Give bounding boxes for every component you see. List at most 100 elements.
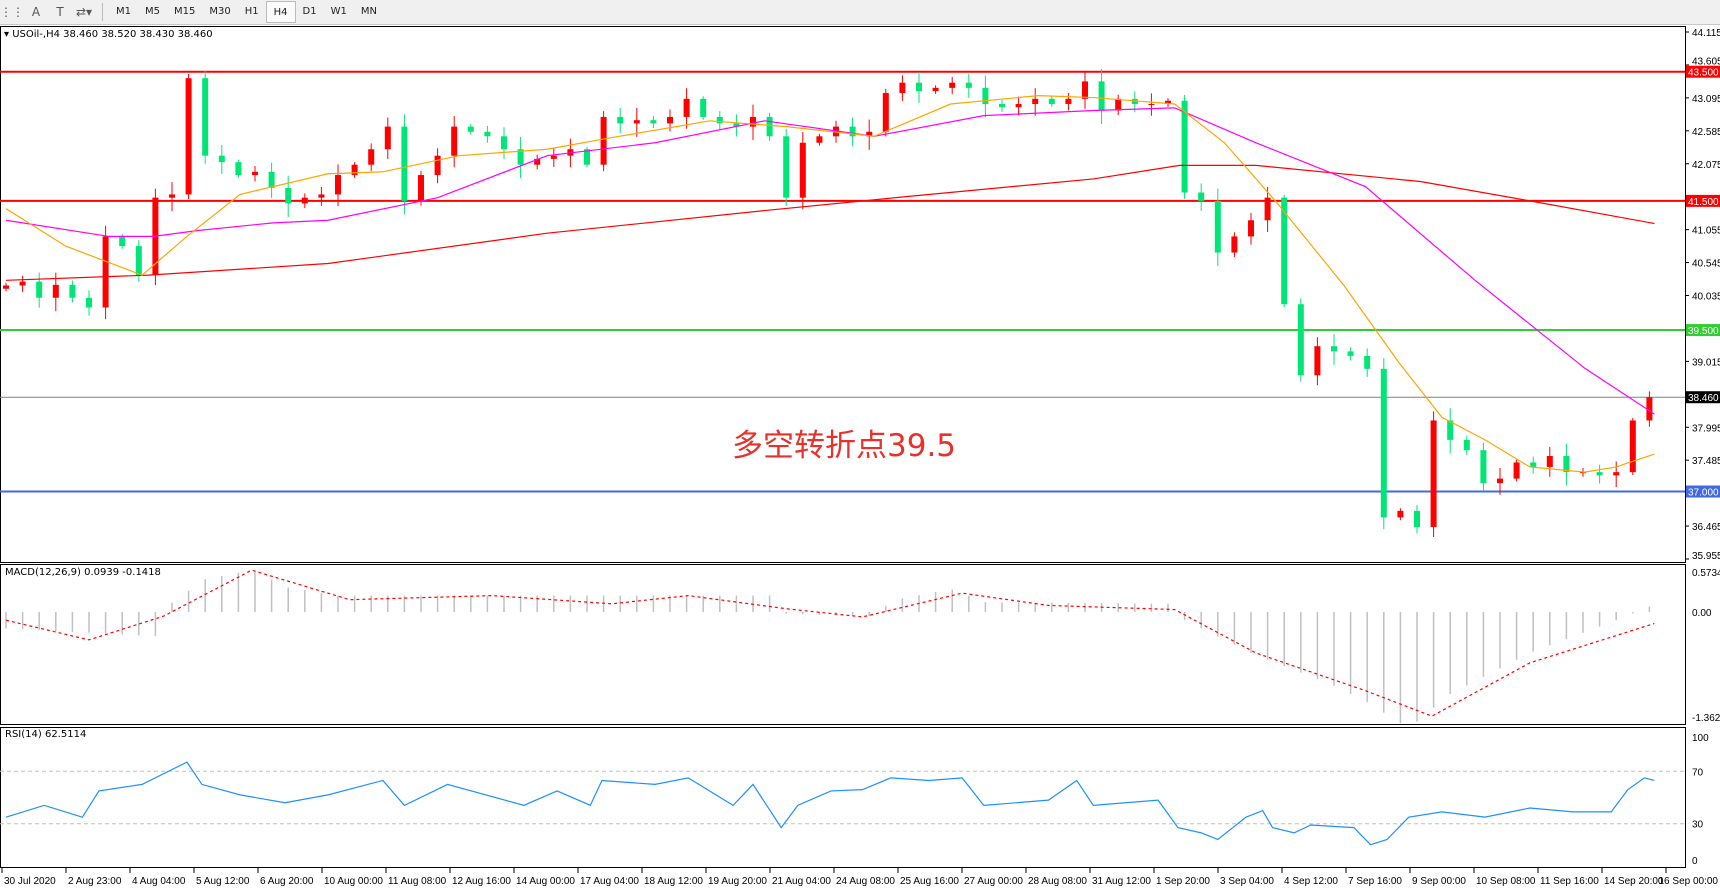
candle [1397, 510, 1404, 518]
candle [1629, 420, 1636, 473]
macd-tick-label: -1.3628 [1692, 713, 1720, 724]
candle [1430, 420, 1437, 528]
candle [783, 136, 790, 198]
moving-average-line [5, 164, 1655, 281]
candle [1248, 220, 1254, 237]
arrows-icon[interactable]: ⇄▾ [75, 5, 93, 19]
candle [1281, 197, 1288, 305]
moving-average-line [5, 107, 1655, 415]
time-tick-label: 14 Aug 00:00 [516, 876, 575, 887]
candle [285, 187, 292, 204]
candle [484, 131, 491, 137]
candle [600, 116, 607, 165]
level-tag [1686, 65, 1720, 78]
macd-tick-label: 0.00 [1692, 608, 1712, 619]
candle [335, 175, 341, 195]
candle [766, 116, 773, 137]
time-tick-label: 10 Sep 08:00 [1476, 876, 1536, 887]
price-tick-label: 41.055 [1692, 226, 1720, 237]
candle [384, 126, 391, 150]
candle [916, 82, 922, 92]
chart-header: ▾ USOil-,H4 38.460 38.520 38.430 38.460 [4, 29, 213, 40]
candle [401, 126, 408, 201]
time-tick-label: 12 Aug 16:00 [452, 876, 511, 887]
text-a-icon[interactable]: A [31, 5, 41, 19]
candle [1065, 98, 1072, 105]
candle [351, 164, 358, 176]
time-tick-label: 19 Aug 20:00 [708, 876, 767, 887]
candle [949, 82, 956, 88]
candle [102, 236, 109, 308]
rsi-line [5, 761, 1655, 846]
toolbar: ⋮⋮ A T ⇄▾ M1 M5 M15 M30 H1 H4 D1 W1 MN [0, 0, 1720, 25]
candle [1596, 472, 1603, 476]
price-tick-label: 42.075 [1692, 160, 1720, 171]
candle [799, 142, 806, 198]
rsi-tick-label: 70 [1692, 767, 1704, 778]
candle [418, 175, 424, 201]
timeframe-h4[interactable]: H4 [265, 1, 296, 23]
time-tick-label: 3 Sep 04:00 [1220, 876, 1274, 887]
timeframe-d1[interactable]: D1 [302, 6, 317, 17]
main-pane [0, 26, 1686, 563]
macd-signal-line [5, 569, 1655, 717]
time-tick-label: 11 Aug 08:00 [388, 876, 447, 887]
candle [1414, 510, 1420, 528]
candle [86, 297, 92, 308]
timeframe-m30[interactable]: M30 [209, 6, 231, 17]
candle [1181, 100, 1188, 193]
candle [135, 246, 142, 276]
candle [999, 104, 1005, 108]
timeframe-m1[interactable]: M1 [116, 6, 131, 17]
candle [202, 78, 209, 156]
timeframe-m15[interactable]: M15 [174, 6, 196, 17]
toolbar-divider [102, 3, 103, 21]
candle [3, 285, 9, 289]
time-tick-label: 27 Aug 00:00 [964, 876, 1023, 887]
time-tick-label: 4 Aug 04:00 [132, 876, 186, 887]
candle [1165, 100, 1171, 105]
candle [650, 120, 657, 124]
candle [1513, 462, 1520, 479]
candle [1115, 98, 1122, 111]
candle [1447, 420, 1454, 440]
candle [1098, 81, 1105, 111]
candle [550, 155, 557, 159]
time-tick-label: 31 Aug 12:00 [1092, 876, 1151, 887]
timeframe-mn[interactable]: MN [360, 6, 377, 17]
timeframe-group: M1 M5 M15 M30 H1 H4 D1 W1 MN [109, 1, 384, 23]
candle [1015, 104, 1022, 108]
candle [1297, 304, 1304, 376]
time-tick-label: 28 Aug 08:00 [1028, 876, 1087, 887]
candle [1231, 236, 1238, 253]
candle [849, 126, 856, 137]
candle [218, 155, 225, 163]
candle [1264, 197, 1271, 221]
candle [301, 197, 308, 204]
time-tick-label: 4 Sep 12:00 [1284, 876, 1338, 887]
candle [1347, 351, 1354, 356]
price-tick-label: 35.955 [1692, 551, 1720, 562]
candle [1646, 397, 1653, 421]
timeframe-h1[interactable]: H1 [244, 6, 259, 17]
rsi-label: RSI(14) 62.5114 [5, 729, 87, 740]
text-box-icon[interactable]: T [56, 5, 64, 19]
candle [982, 87, 989, 105]
candle [1032, 98, 1039, 105]
timeframe-w1[interactable]: W1 [330, 6, 347, 17]
candle [1463, 439, 1470, 451]
candle [185, 78, 192, 195]
candle [36, 281, 43, 298]
candle [700, 98, 707, 117]
rsi-tick-label: 0 [1692, 856, 1698, 867]
candle [52, 284, 59, 298]
candle [882, 93, 889, 132]
timeframe-m5[interactable]: M5 [145, 6, 160, 17]
grid-icon[interactable]: ⋮⋮ [0, 5, 24, 19]
level-tag [1686, 391, 1720, 404]
price-tick-label: 43.095 [1692, 94, 1720, 105]
level-tag-label: 41.500 [1688, 197, 1719, 208]
macd-tick-label: 0.5734 [1692, 568, 1720, 579]
level-tag [1686, 324, 1720, 337]
